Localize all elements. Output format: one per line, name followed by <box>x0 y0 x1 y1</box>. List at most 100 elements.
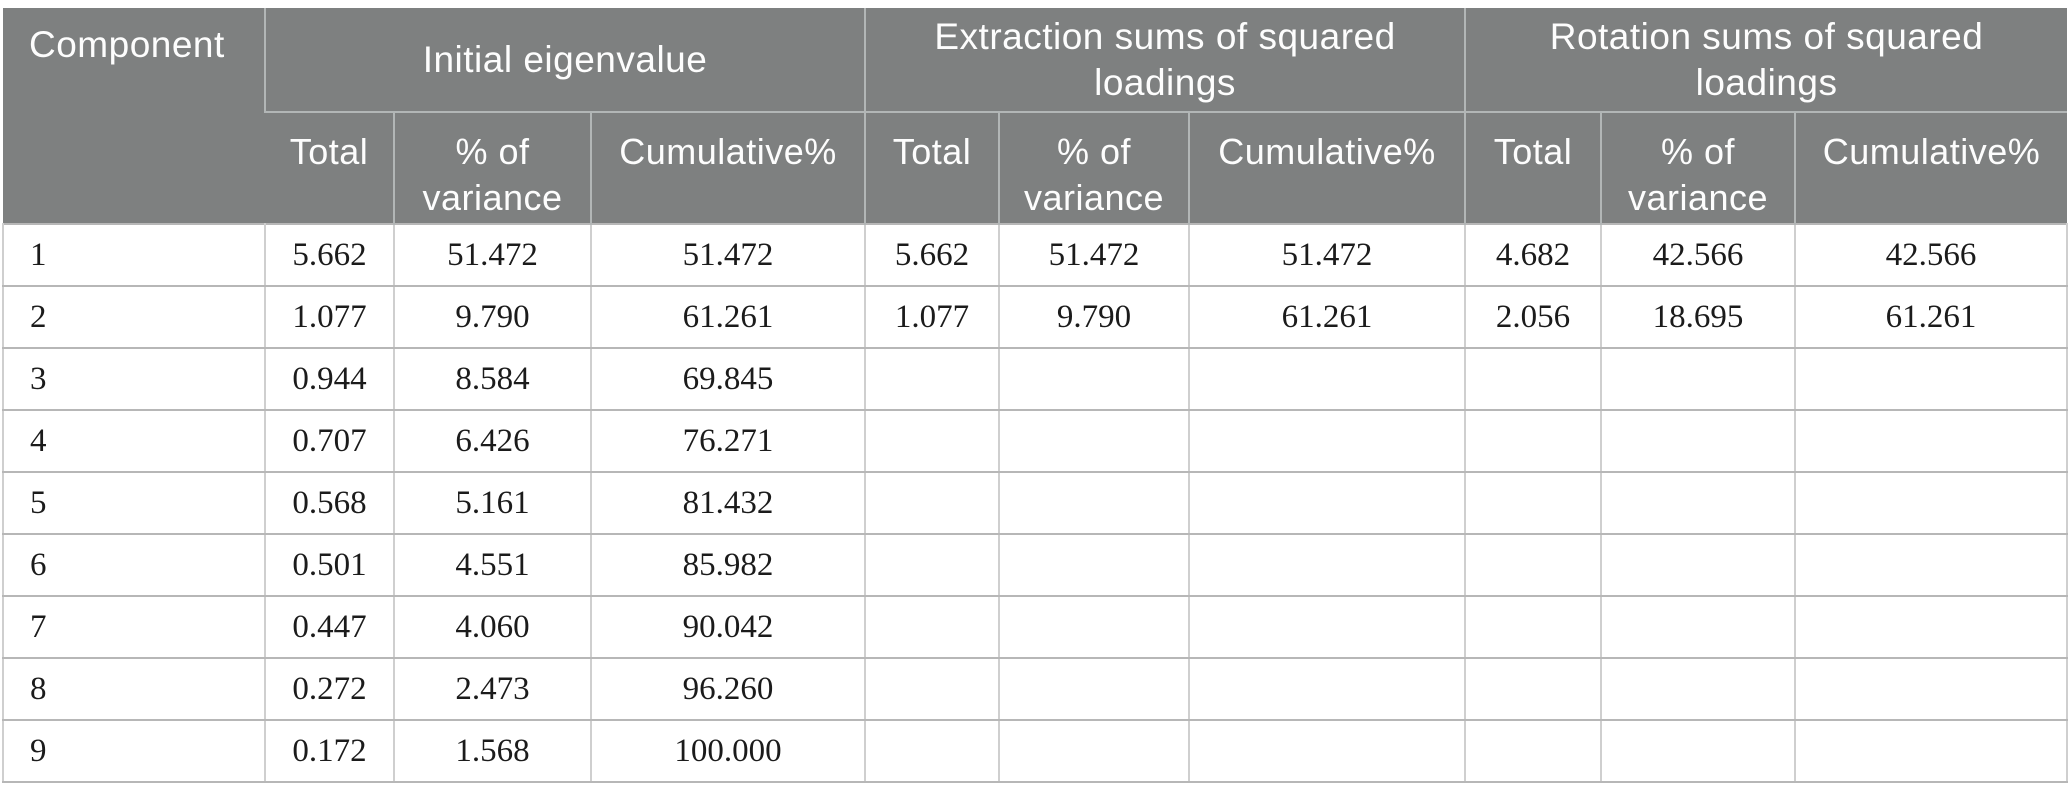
value-cell <box>998 719 1191 783</box>
value-cell <box>1464 657 1603 721</box>
value-cell <box>1600 595 1797 659</box>
value-cell <box>998 533 1191 597</box>
value-cell <box>1188 347 1467 411</box>
value-cell <box>1600 533 1797 597</box>
component-cell: 3 <box>2 347 266 411</box>
value-cell: 0.568 <box>264 471 395 535</box>
sub-header-extraction-cumulative: Cumulative% <box>1188 111 1466 224</box>
value-cell <box>1464 533 1603 597</box>
value-cell: 0.944 <box>264 347 395 411</box>
value-cell <box>1600 347 1797 411</box>
value-cell: 0.501 <box>264 533 395 597</box>
sub-header-rotation-cumulative: Cumulative% <box>1794 111 2068 224</box>
value-cell <box>1188 533 1467 597</box>
component-cell: 2 <box>2 285 266 349</box>
value-cell <box>1794 347 2068 411</box>
sub-header-rotation-total: Total <box>1464 111 1602 224</box>
value-cell <box>1464 409 1603 473</box>
value-cell: 9.790 <box>393 285 592 349</box>
value-cell: 5.161 <box>393 471 592 535</box>
value-cell <box>1600 409 1797 473</box>
table-row: 2 1.077 9.790 61.261 1.077 9.790 61.261 2.056 18… <box>2 285 2068 349</box>
table-row: 9 0.172 1.568 100.000 <box>2 719 2068 783</box>
component-column-header: Component <box>3 8 265 224</box>
value-cell: 42.566 <box>1600 223 1797 287</box>
value-cell <box>864 595 1001 659</box>
value-cell: 5.662 <box>864 223 1001 287</box>
value-cell: 4.551 <box>393 533 592 597</box>
value-cell: 0.447 <box>264 595 395 659</box>
table-header: Component Initial eigenvalue Extraction … <box>3 8 2068 224</box>
value-cell <box>1464 595 1603 659</box>
value-cell <box>1188 657 1467 721</box>
table-row: 8 0.272 2.473 96.260 <box>2 657 2068 721</box>
value-cell: 100.000 <box>589 719 867 783</box>
group-header-rotation-sums: Rotation sums of squared loadings <box>1464 8 2068 112</box>
value-cell <box>998 595 1191 659</box>
value-cell: 0.272 <box>264 657 395 721</box>
value-cell: 90.042 <box>589 595 867 659</box>
value-cell <box>998 409 1191 473</box>
value-cell: 61.261 <box>589 285 867 349</box>
value-cell: 8.584 <box>393 347 592 411</box>
value-cell: 6.426 <box>393 409 592 473</box>
value-cell: 51.472 <box>589 223 867 287</box>
value-cell <box>864 533 1001 597</box>
value-cell <box>1794 409 2068 473</box>
value-cell: 61.261 <box>1794 285 2068 349</box>
value-cell <box>864 471 1001 535</box>
value-cell: 42.566 <box>1794 223 2068 287</box>
value-cell: 0.172 <box>264 719 395 783</box>
value-cell <box>864 347 1001 411</box>
value-cell: 76.271 <box>589 409 867 473</box>
value-cell <box>998 657 1191 721</box>
sub-header-rotation-pct-variance: % of variance <box>1600 111 1796 224</box>
component-cell: 7 <box>2 595 266 659</box>
value-cell: 51.472 <box>393 223 592 287</box>
value-cell <box>1600 471 1797 535</box>
value-cell <box>998 471 1191 535</box>
component-cell: 4 <box>2 409 266 473</box>
value-cell <box>1794 533 2068 597</box>
value-cell: 51.472 <box>1188 223 1467 287</box>
group-header-initial-eigenvalue: Initial eigenvalue <box>263 8 866 112</box>
value-cell: 1.568 <box>393 719 592 783</box>
group-header-row: Component Initial eigenvalue Extraction … <box>3 8 2068 224</box>
value-cell <box>1600 657 1797 721</box>
value-cell: 0.707 <box>264 409 395 473</box>
table-row: 1 5.662 51.472 51.472 5.662 51.472 51.472 4.682… <box>2 223 2068 287</box>
value-cell: 4.060 <box>393 595 592 659</box>
value-cell: 2.473 <box>393 657 592 721</box>
value-cell <box>1794 471 2068 535</box>
sub-header-initial-cumulative: Cumulative% <box>589 111 866 224</box>
component-cell: 8 <box>2 657 266 721</box>
sub-header-initial-total: Total <box>265 111 394 224</box>
value-cell: 51.472 <box>998 223 1191 287</box>
value-cell: 96.260 <box>589 657 867 721</box>
total-variance-explained-table: Component Initial eigenvalue Extraction … <box>2 8 2068 783</box>
table-row: 6 0.501 4.551 85.982 <box>2 533 2068 597</box>
group-header-extraction-sums: Extraction sums of squared loadings <box>864 8 1466 112</box>
value-cell <box>1188 719 1467 783</box>
value-cell <box>998 347 1191 411</box>
value-cell: 85.982 <box>589 533 867 597</box>
component-cell: 1 <box>2 223 266 287</box>
value-cell <box>1188 595 1467 659</box>
value-cell <box>864 657 1001 721</box>
sub-header-extraction-pct-variance: % of variance <box>998 111 1190 224</box>
sub-header-extraction-total: Total <box>864 111 1000 224</box>
value-cell: 9.790 <box>998 285 1191 349</box>
value-cell: 69.845 <box>589 347 867 411</box>
value-cell <box>1794 719 2068 783</box>
value-cell: 1.077 <box>864 285 1001 349</box>
sub-header-row: Total % of variance Cumulative% Total % … <box>3 111 2068 224</box>
value-cell <box>864 409 1001 473</box>
value-cell: 4.682 <box>1464 223 1603 287</box>
value-cell <box>1464 347 1603 411</box>
value-cell: 1.077 <box>264 285 395 349</box>
value-cell <box>1600 719 1797 783</box>
value-cell: 18.695 <box>1600 285 1797 349</box>
table-row: 7 0.447 4.060 90.042 <box>2 595 2068 659</box>
component-cell: 6 <box>2 533 266 597</box>
